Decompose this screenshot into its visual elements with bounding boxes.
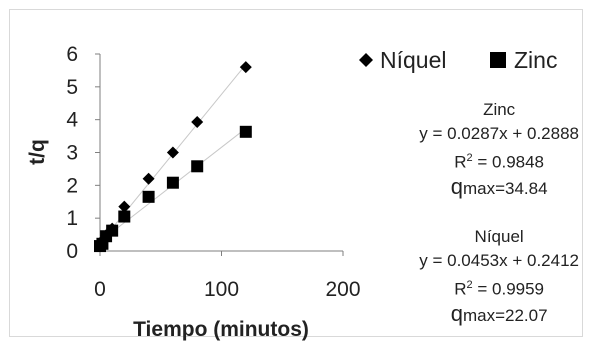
data-points [94, 61, 252, 253]
niquel-annotation-title: Níquel [474, 227, 524, 246]
zinc-point [106, 224, 119, 237]
legend: Níquel Zinc [359, 47, 557, 73]
zinc-annotation: Zinc y = 0.0287x + 0.2888 R2 = 0.9848 qm… [419, 98, 579, 201]
niquel-point [239, 61, 252, 74]
niquel-point [118, 200, 131, 213]
zinc-point [142, 190, 155, 203]
axes [95, 53, 344, 256]
tick-labels: 0 1 2 3 4 5 6 0 100 200 [66, 43, 360, 301]
y-axis-title: t/q [26, 139, 49, 165]
y-tick-label: 6 [66, 43, 78, 66]
zinc-equation: y = 0.0287x + 0.2888 [419, 124, 579, 143]
zinc-point [166, 176, 179, 189]
legend-niquel-label: Níquel [380, 47, 446, 73]
x-tick-label: 100 [204, 278, 239, 301]
zinc-point [239, 125, 252, 138]
zinc-annotation-title: Zinc [483, 100, 516, 119]
x-tick-label: 200 [325, 278, 360, 301]
niquel-point [142, 172, 155, 185]
y-tick-label: 3 [66, 142, 78, 165]
zinc-point [191, 160, 204, 173]
y-tick-label: 1 [66, 207, 78, 230]
chart-frame [9, 9, 583, 337]
niquel-r2: R2 = 0.9959 [454, 279, 545, 299]
y-tick-label: 4 [66, 109, 78, 132]
zinc-point [118, 210, 131, 223]
niquel-annotation: Níquel y = 0.0453x + 0.2412 R2 = 0.9959 … [419, 225, 579, 328]
niquel-equation: y = 0.0453x + 0.2412 [419, 251, 579, 270]
x-tick-label: 0 [94, 278, 106, 301]
zinc-r2: R2 = 0.9848 [454, 152, 545, 172]
legend-zinc-marker [490, 52, 506, 68]
legend-niquel-marker [359, 53, 373, 67]
legend-zinc-label: Zinc [514, 47, 557, 73]
y-tick-label: 2 [66, 174, 78, 197]
niquel-point [191, 115, 204, 128]
niquel-point [166, 146, 179, 159]
zinc-qmax: qmax=34.84 [450, 173, 548, 199]
y-tick-label: 5 [66, 76, 78, 99]
niquel-qmax: qmax=22.07 [450, 300, 548, 326]
x-axis-title: Tiempo (minutos) [133, 318, 309, 341]
y-tick-label: 0 [66, 240, 78, 263]
